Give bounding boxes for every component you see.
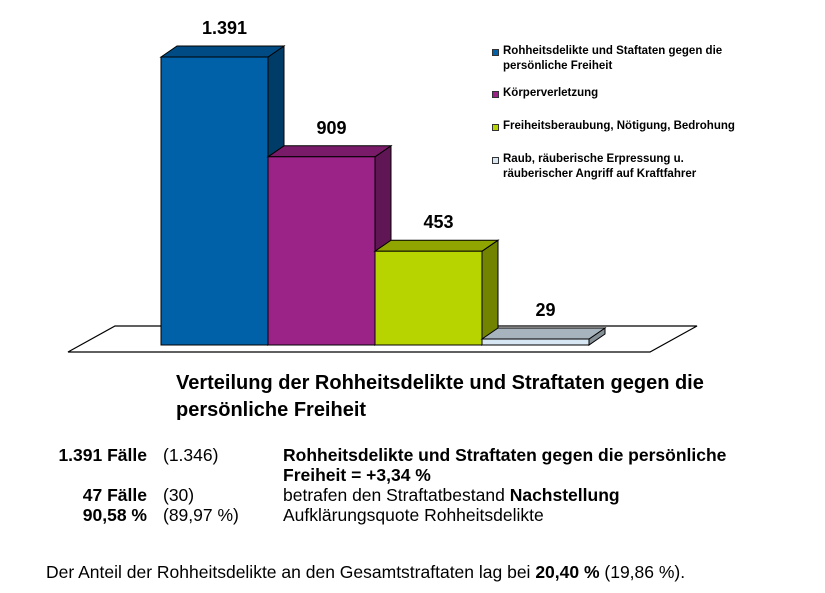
legend-label: Körperverletzung xyxy=(503,87,599,99)
bar-value-label: 453 xyxy=(423,212,453,232)
bar-value-label: 909 xyxy=(316,118,346,138)
legend-item: Raub, räuberische Erpressung u. räuberisc… xyxy=(492,152,792,182)
stats-row: 90,58 % (89,97 %) Aufklärungsquote Rohhe… xyxy=(40,505,793,525)
legend-swatch xyxy=(492,157,499,164)
stats-row: 47 Fälle (30) betrafen den Straftatbesta… xyxy=(40,485,793,505)
bar-value-label: 29 xyxy=(535,300,555,320)
legend-label: räuberischer Angriff auf Kraftfahrer xyxy=(503,168,697,180)
stat-description: betrafen den Straftatbestand Nachstellun… xyxy=(283,485,620,505)
stat-value: 1.391 Fälle xyxy=(58,445,147,465)
bar xyxy=(160,56,269,346)
legend-swatch xyxy=(492,91,499,98)
bar xyxy=(481,338,590,346)
stats-row: 1.391 Fälle (1.346) Rohheitsdelikte und … xyxy=(40,445,793,485)
legend-item: Rohheitsdelikte und Staftaten gegen die p… xyxy=(492,44,792,74)
chart-title: Verteilung der Rohheitsdelikte und Straf… xyxy=(176,372,704,421)
stat-previous: (89,97 %) xyxy=(163,505,239,525)
legend-label: Freiheitsberaubung, Nötigung, Bedrohung xyxy=(503,120,735,132)
legend-item: Körperverletzung xyxy=(492,86,792,101)
bar-top xyxy=(159,45,286,58)
stat-description: Aufklärungsquote Rohheitsdelikte xyxy=(283,505,544,525)
stats-table: 1.391 Fälle (1.346) Rohheitsdelikte und … xyxy=(40,445,793,525)
bar xyxy=(374,250,483,346)
footer-note: Der Anteil der Rohheitsdelikte an den Ge… xyxy=(46,562,686,582)
bar-chart: 1.391 909 453 29 xyxy=(67,18,698,353)
stat-previous: (1.346) xyxy=(163,445,219,465)
legend-swatch xyxy=(492,124,499,131)
bar xyxy=(267,156,376,346)
legend-label: Raub, räuberische Erpressung u. xyxy=(503,153,684,165)
legend-swatch xyxy=(492,49,499,56)
legend-label: persönliche Freiheit xyxy=(503,60,613,72)
bar-top xyxy=(373,239,500,252)
chart-legend: Rohheitsdelikte und Staftaten gegen die p… xyxy=(492,44,792,182)
stat-value: 90,58 % xyxy=(82,505,147,525)
stat-description: Rohheitsdelikte und Straftaten gegen die… xyxy=(283,445,727,485)
legend-label: Rohheitsdelikte und Staftaten gegen die xyxy=(503,45,723,57)
stat-value: 47 Fälle xyxy=(82,485,147,505)
bar-value-label: 1.391 xyxy=(202,18,247,38)
stat-previous: (30) xyxy=(163,485,195,505)
legend-item: Freiheitsberaubung, Nötigung, Bedrohung xyxy=(492,119,792,134)
bar-top xyxy=(266,145,393,158)
bar-top xyxy=(480,327,607,340)
